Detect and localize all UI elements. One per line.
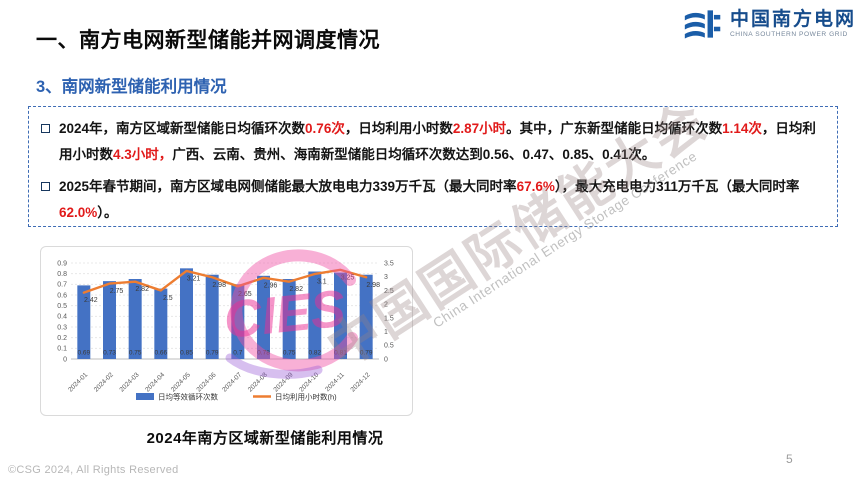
svg-text:2024-08: 2024-08: [247, 371, 269, 393]
svg-text:0.5: 0.5: [384, 343, 394, 350]
svg-text:0: 0: [384, 356, 388, 363]
bar-series: [77, 268, 373, 359]
svg-text:2.98: 2.98: [212, 282, 226, 289]
square-bullet-icon: [41, 124, 50, 133]
svg-text:0.79: 0.79: [206, 350, 219, 357]
line-series: [82, 268, 368, 294]
svg-text:2.96: 2.96: [264, 282, 278, 289]
logo-name-cn: 中国南方电网: [729, 8, 856, 30]
info-box: 2024年，南方区域新型储能日均循环次数0.76次，日均利用小时数2.87小时。…: [28, 106, 838, 227]
bar: [103, 281, 116, 359]
svg-text:0.7: 0.7: [57, 282, 67, 289]
svg-text:2.98: 2.98: [366, 282, 380, 289]
chart-legend: 日均等效循环次数 日均利用小时数(h): [136, 392, 337, 402]
company-logo: 中国南方电网 CHINA SOUTHERN POWER GRID: [683, 7, 856, 41]
svg-text:2024-11: 2024-11: [324, 371, 346, 393]
svg-text:2.82: 2.82: [289, 286, 303, 293]
page-title: 一、南方电网新型储能并网调度情况: [36, 29, 380, 52]
svg-text:0.78: 0.78: [257, 350, 270, 357]
svg-text:2024-04: 2024-04: [144, 371, 166, 393]
svg-text:2.5: 2.5: [163, 295, 173, 302]
svg-text:3.5: 3.5: [384, 260, 394, 267]
svg-text:0.66: 0.66: [155, 350, 168, 357]
bar: [359, 274, 373, 359]
chart-caption: 2024年南方区域新型储能利用情况: [146, 430, 384, 447]
logo-text: 中国南方电网 CHINA SOUTHERN POWER GRID: [729, 8, 856, 39]
svg-text:0.6: 0.6: [57, 292, 67, 299]
svg-text:3.21: 3.21: [187, 275, 201, 282]
svg-text:2024-10: 2024-10: [298, 371, 320, 393]
bar: [282, 279, 296, 359]
svg-text:0: 0: [63, 356, 67, 363]
svg-text:日均利用小时数(h): 日均利用小时数(h): [275, 392, 337, 402]
svg-text:0.2: 0.2: [57, 335, 67, 342]
svg-text:0.73: 0.73: [103, 350, 116, 357]
svg-text:日均等效循环次数: 日均等效循环次数: [158, 392, 218, 402]
svg-text:1.5: 1.5: [384, 315, 394, 322]
bar: [77, 285, 91, 359]
bullet-text: 2025年春节期间，南方区域电网侧储能最大放电电力339万千瓦（最大同时率67.…: [59, 179, 800, 220]
svg-text:3.1: 3.1: [317, 278, 327, 285]
bullet-item: 2024年，南方区域新型储能日均循环次数0.76次，日均利用小时数2.87小时。…: [41, 116, 823, 168]
data-labels: 0.69 2.42 0.73 2.75 0.75 2.82 0.66 2.5 0.85 3.21 0…: [78, 274, 381, 356]
bar: [205, 274, 219, 359]
svg-text:2.65: 2.65: [238, 291, 252, 298]
svg-text:0.9: 0.9: [57, 260, 67, 267]
bar: [257, 275, 270, 359]
svg-text:2: 2: [384, 302, 388, 309]
left-axis-labels: 0 0.1 0.2 0.3 0.4 0.5 0.6 0.7 0.8 0.9: [57, 260, 67, 363]
svg-text:0.3: 0.3: [57, 324, 67, 331]
logo-name-en: CHINA SOUTHERN POWER GRID: [729, 31, 848, 39]
bar: [231, 284, 245, 359]
svg-text:2024-01: 2024-01: [67, 371, 89, 393]
square-bullet-icon: [41, 182, 50, 191]
right-axis-labels: 0 0.5 1 1.5 2 2.5 3 3.5: [384, 260, 394, 363]
svg-text:0.81: 0.81: [334, 350, 347, 357]
section-subtitle: 3、南网新型储能利用情况: [36, 78, 227, 96]
svg-text:2.5: 2.5: [384, 288, 394, 295]
svg-text:0.7: 0.7: [233, 350, 242, 357]
svg-text:0.1: 0.1: [57, 346, 67, 353]
bar: [308, 271, 322, 359]
page-number: 5: [786, 452, 793, 466]
gridlines: [71, 262, 379, 360]
svg-text:2024-05: 2024-05: [170, 371, 192, 393]
svg-text:2024-02: 2024-02: [93, 371, 115, 393]
svg-text:2.42: 2.42: [84, 297, 98, 304]
svg-text:2.82: 2.82: [135, 286, 149, 293]
svg-text:3.25: 3.25: [341, 274, 355, 281]
bar: [154, 288, 168, 359]
bullet-item: 2025年春节期间，南方区域电网侧储能最大放电电力339万千瓦（最大同时率67.…: [41, 174, 823, 226]
svg-text:0.75: 0.75: [283, 350, 296, 357]
svg-text:0.4: 0.4: [57, 314, 67, 321]
svg-text:0.69: 0.69: [78, 350, 91, 357]
svg-text:3: 3: [384, 274, 388, 281]
chart-panel: 0 0.1 0.2 0.3 0.4 0.5 0.6 0.7 0.8 0.9 0 0.5 1 1.5 2 2.5…: [40, 246, 413, 416]
legend-bar-swatch: [136, 393, 154, 400]
x-axis-labels: 2024-01 2024-02 2024-03 2024-04 2024-05 2024-…: [67, 371, 372, 393]
bullet-text: 2024年，南方区域新型储能日均循环次数0.76次，日均利用小时数2.87小时。…: [59, 121, 816, 162]
svg-text:2024-12: 2024-12: [350, 371, 372, 393]
svg-text:0.82: 0.82: [309, 350, 322, 357]
power-grid-logo-icon: [684, 10, 721, 39]
bar: [334, 272, 347, 359]
svg-text:2024-06: 2024-06: [196, 371, 218, 393]
svg-text:0.85: 0.85: [180, 350, 193, 357]
svg-text:2.75: 2.75: [110, 288, 124, 295]
bar: [128, 279, 142, 359]
svg-text:2024-07: 2024-07: [221, 371, 243, 393]
svg-text:2024-09: 2024-09: [273, 371, 295, 393]
svg-text:1: 1: [384, 329, 388, 336]
bar: [180, 268, 193, 359]
svg-text:0.75: 0.75: [129, 350, 142, 357]
svg-text:0.79: 0.79: [360, 350, 373, 357]
utilization-combo-chart: 0 0.1 0.2 0.3 0.4 0.5 0.6 0.7 0.8 0.9 0 0.5 1 1.5 2 2.5…: [57, 260, 394, 402]
svg-text:2024-03: 2024-03: [119, 371, 141, 393]
svg-text:0.8: 0.8: [57, 271, 67, 278]
bullet-list: 2024年，南方区域新型储能日均循环次数0.76次，日均利用小时数2.87小时。…: [41, 116, 823, 226]
footer-copyright: ©CSG 2024, All Rights Reserved: [8, 464, 179, 476]
svg-text:0.5: 0.5: [57, 303, 67, 310]
